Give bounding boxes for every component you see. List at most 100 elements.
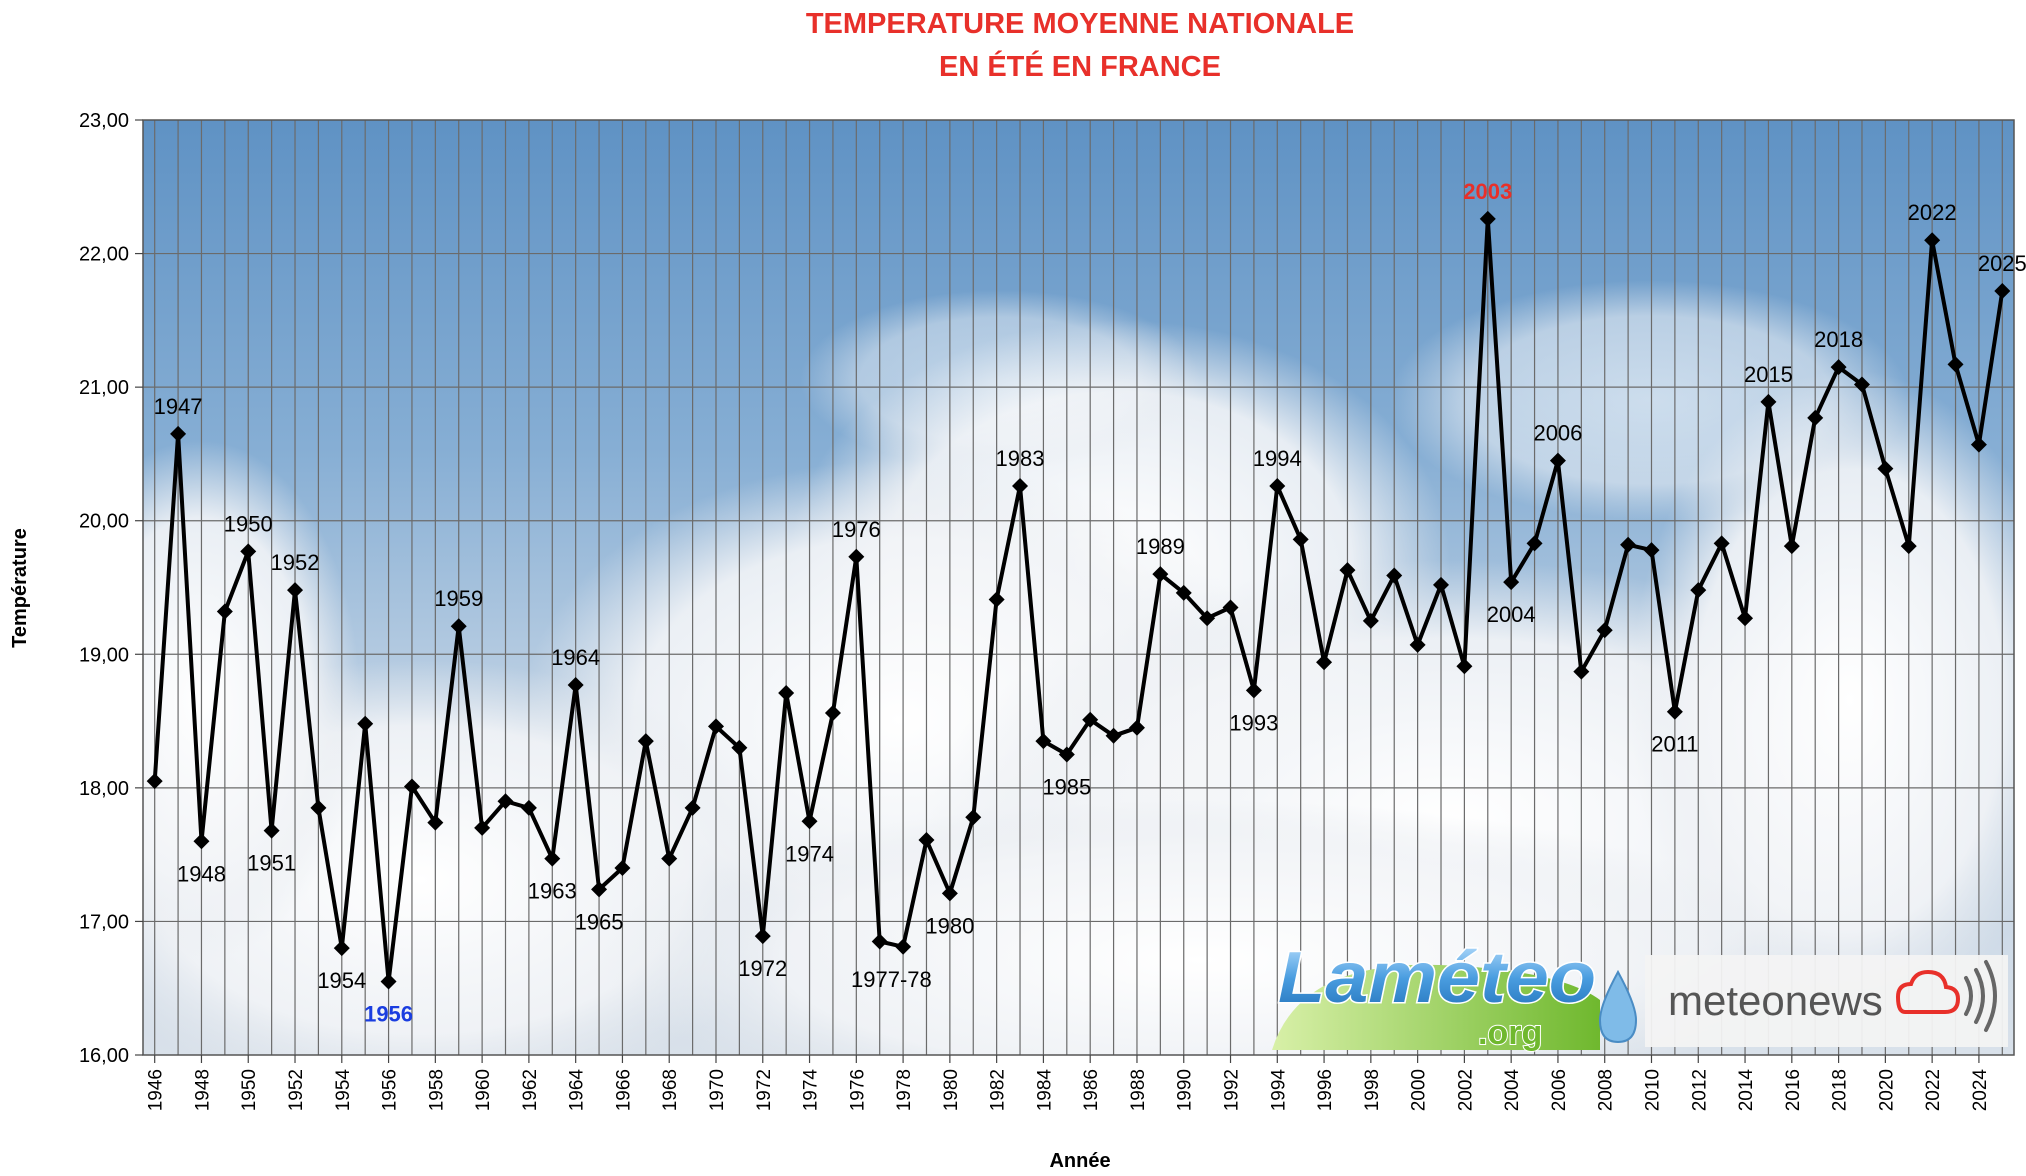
annotation-2004: 2004 xyxy=(1487,602,1536,627)
annotation-1980: 1980 xyxy=(925,913,974,938)
plot-border xyxy=(142,119,2015,1056)
data-point-1981 xyxy=(965,809,982,826)
chart-title-line1: TEMPERATURE MOYENNE NATIONALE xyxy=(806,8,1354,40)
annotation-2025: 2025 xyxy=(1978,251,2026,276)
x-axis: 1946 1948 1950 1952 1954 1956 1958 1960 1962 1964… xyxy=(146,1055,1991,1111)
x-tick-label: 1960 xyxy=(473,1069,494,1111)
year-annotations: 1947 1948 1950 1951 1952 1954 1956 1959 1963 1964… xyxy=(154,179,2026,1027)
data-point-2024 xyxy=(1970,436,1987,453)
data-point-2010 xyxy=(1643,542,1660,559)
data-point-1948 xyxy=(193,833,210,850)
x-tick-label: 2016 xyxy=(1783,1069,1804,1111)
data-point-1974 xyxy=(801,813,818,830)
data-point-1978 xyxy=(895,938,912,955)
data-point-1950 xyxy=(240,543,257,560)
annotation-1956: 1956 xyxy=(364,1002,413,1027)
data-point-1990 xyxy=(1175,584,1192,601)
x-tick-label: 1978 xyxy=(894,1069,915,1111)
x-tick-label: 1980 xyxy=(941,1069,962,1111)
x-tick-label: 1964 xyxy=(567,1069,588,1112)
data-point-1962 xyxy=(520,799,537,816)
data-point-1969 xyxy=(684,799,701,816)
data-point-2005 xyxy=(1526,535,1543,552)
x-tick-label: 2022 xyxy=(1923,1069,1944,1111)
x-tick-label: 1986 xyxy=(1081,1069,1102,1111)
x-tick-label: 2004 xyxy=(1502,1069,1523,1112)
chart-title-line2: EN ÉTÉ EN FRANCE xyxy=(939,49,1221,83)
x-tick-label: 1992 xyxy=(1222,1069,1243,1111)
data-point-1956 xyxy=(380,973,397,990)
x-tick-label: 1990 xyxy=(1175,1069,1196,1111)
annotation-2011: 2011 xyxy=(1651,732,1698,757)
data-point-1992 xyxy=(1222,599,1239,616)
logos: Laméteo .org meteonews xyxy=(1272,937,2008,1053)
data-point-1975 xyxy=(824,705,841,722)
data-point-2018 xyxy=(1830,359,1847,376)
y-tick-label: 18,00 xyxy=(79,778,129,800)
x-tick-label: 2012 xyxy=(1689,1069,1710,1111)
data-point-1957 xyxy=(403,778,420,795)
data-point-1994 xyxy=(1269,477,1286,494)
x-tick-label: 1966 xyxy=(613,1069,634,1111)
x-tick-label: 1956 xyxy=(380,1069,401,1111)
data-point-1976 xyxy=(848,548,865,565)
x-tick-label: 2020 xyxy=(1876,1069,1897,1111)
x-tick-label: 1994 xyxy=(1268,1069,1289,1112)
data-point-1982 xyxy=(988,591,1005,608)
data-point-2022 xyxy=(1924,232,1941,249)
x-tick-label: 1998 xyxy=(1362,1069,1383,1111)
x-axis-label: Année xyxy=(1049,1150,1110,1172)
data-point-2011 xyxy=(1666,703,1683,720)
data-point-1986 xyxy=(1082,711,1099,728)
annotation-1993: 1993 xyxy=(1229,710,1278,735)
data-point-1955 xyxy=(357,715,374,732)
data-point-1971 xyxy=(731,739,748,756)
annotation-1976: 1976 xyxy=(832,517,881,542)
x-tick-label: 1982 xyxy=(988,1069,1009,1111)
signal-icon xyxy=(1964,960,1997,1032)
data-point-2016 xyxy=(1783,538,1800,555)
x-tick-label: 1952 xyxy=(286,1069,307,1111)
y-tick-label: 23,00 xyxy=(79,110,129,132)
x-tick-label: 1958 xyxy=(426,1069,447,1111)
meteonews-logo-text: meteonews xyxy=(1668,977,1883,1024)
data-point-1963 xyxy=(544,850,561,867)
x-tick-label: 1974 xyxy=(801,1069,822,1112)
data-point-2021 xyxy=(1900,538,1917,555)
data-point-1954 xyxy=(333,940,350,957)
data-point-1983 xyxy=(1012,477,1029,494)
data-point-1993 xyxy=(1245,682,1262,699)
x-tick-label: 2006 xyxy=(1549,1069,1570,1111)
x-tick-label: 1972 xyxy=(754,1069,775,1111)
data-point-2008 xyxy=(1596,622,1613,639)
x-tick-label: 1996 xyxy=(1315,1069,1336,1111)
annotation-2018: 2018 xyxy=(1814,327,1863,352)
data-point-1988 xyxy=(1128,719,1145,736)
annotation-1974: 1974 xyxy=(785,841,834,866)
cloud-icon xyxy=(1895,969,1961,1014)
data-point-1973 xyxy=(778,685,795,702)
data-point-2009 xyxy=(1620,536,1637,553)
x-tick-label: 1984 xyxy=(1034,1069,1055,1112)
data-point-2001 xyxy=(1433,576,1450,593)
y-tick-label: 17,00 xyxy=(79,911,129,933)
x-tick-label: 1950 xyxy=(239,1069,260,1111)
series-line xyxy=(152,216,2005,984)
lameteo-org-text: .org xyxy=(1478,1014,1542,1052)
annotation-1963: 1963 xyxy=(528,879,577,904)
meteonews-logo: meteonews xyxy=(1645,955,2008,1047)
annotation-2022: 2022 xyxy=(1908,200,1957,225)
data-point-1979 xyxy=(918,831,935,848)
annotation-1989: 1989 xyxy=(1136,534,1185,559)
data-point-1970 xyxy=(707,718,724,735)
data-point-2017 xyxy=(1807,409,1824,426)
data-point-1998 xyxy=(1362,612,1379,629)
data-point-1989 xyxy=(1152,566,1169,583)
water-drop-icon xyxy=(1598,969,1638,1044)
x-tick-label: 2024 xyxy=(1970,1069,1991,1112)
annotation-1964: 1964 xyxy=(551,645,600,670)
data-point-1961 xyxy=(497,793,514,810)
data-point-1953 xyxy=(310,799,327,816)
annotation-1959: 1959 xyxy=(434,586,483,611)
